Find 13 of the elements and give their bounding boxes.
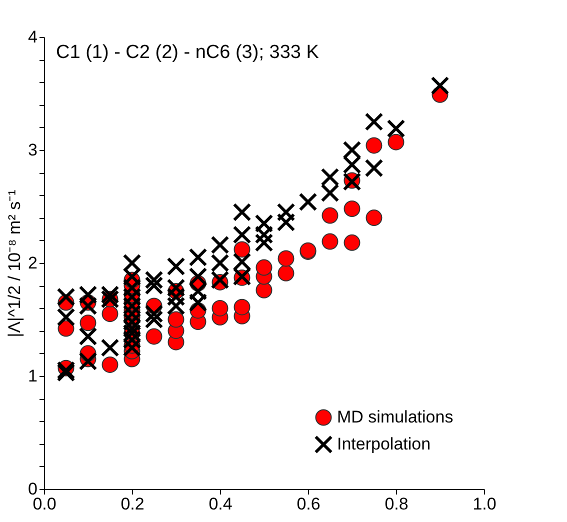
legend-label: Interpolation xyxy=(337,434,431,454)
y-tick-label: 2 xyxy=(28,254,38,272)
x-tick-label: 0.2 xyxy=(120,494,144,514)
x-tick-label: 1.0 xyxy=(472,494,496,514)
y-tick-label: 3 xyxy=(28,140,38,160)
chart-title: C1 (1) - C2 (2) - nC6 (3); 333 K xyxy=(56,42,320,63)
y-tick-label: 4 xyxy=(28,28,38,46)
x-tick-label: 0.8 xyxy=(384,494,408,514)
y-axis-title: |Λ|^1/2 / 10⁻⁸ m² s⁻¹ xyxy=(5,189,24,338)
y-tick-label: 1 xyxy=(28,366,38,386)
x-tick-label: 0.6 xyxy=(296,494,320,514)
x-tick-label: 0.4 xyxy=(208,494,232,514)
legend-label: MD simulations xyxy=(337,408,454,426)
